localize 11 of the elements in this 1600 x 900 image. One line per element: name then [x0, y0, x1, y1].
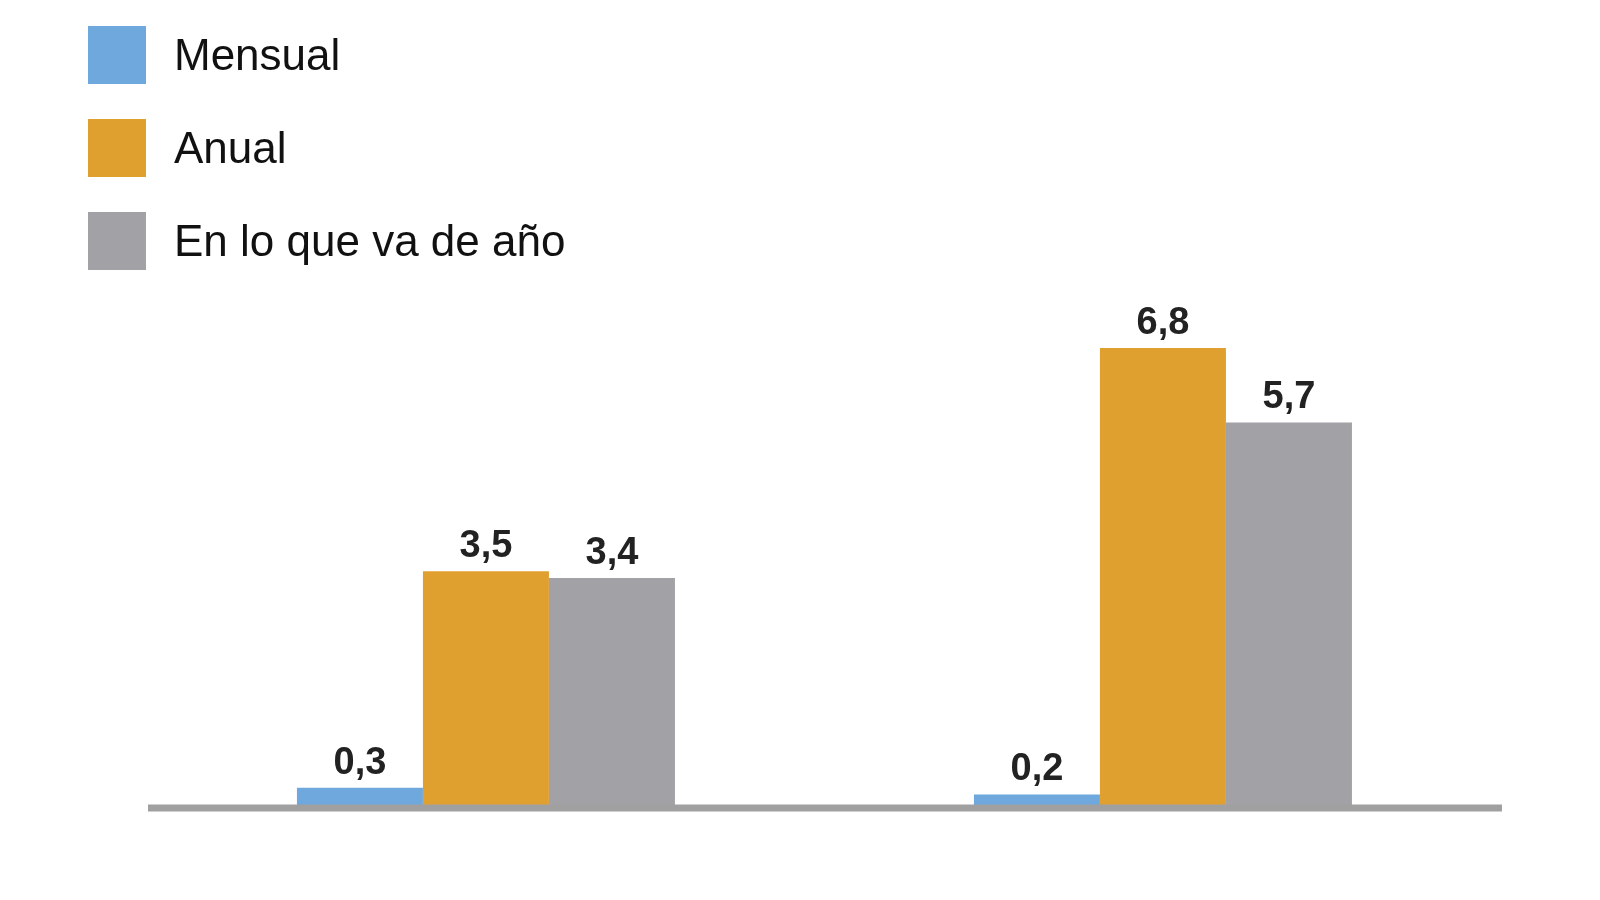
data-label: 5,7	[1262, 374, 1316, 417]
bar	[422, 571, 549, 808]
legend-label: Mensual	[174, 29, 341, 80]
data-label: 3,4	[585, 530, 639, 572]
legend-label: Anual	[174, 122, 287, 173]
data-label: 6,8	[1136, 300, 1190, 342]
data-label: 3,5	[459, 523, 513, 566]
data-label: 0,2	[1010, 746, 1064, 789]
bar	[1099, 348, 1226, 808]
data-label: 0,3	[333, 739, 387, 782]
legend-label: En lo que va de año	[174, 216, 566, 267]
